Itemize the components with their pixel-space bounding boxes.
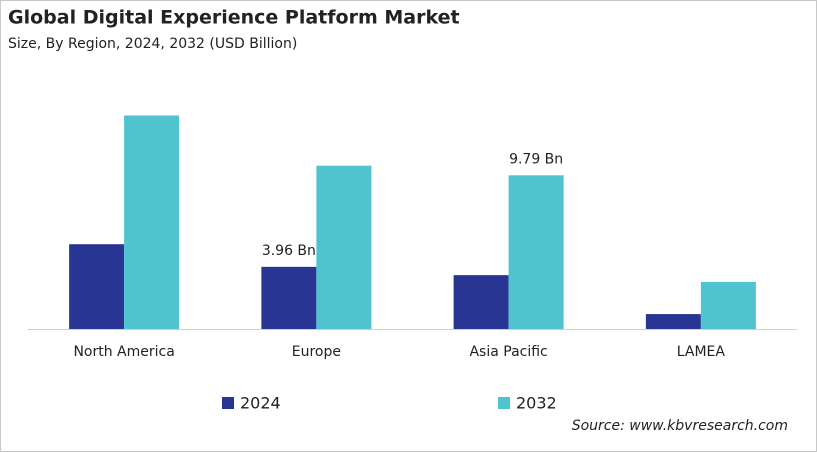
- x-tick-label: Europe: [292, 344, 341, 360]
- bar: [316, 165, 372, 329]
- legend-label: 2032: [516, 394, 557, 413]
- legend-label: 2024: [240, 394, 281, 413]
- chart-subtitle: Size, By Region, 2024, 2032 (USD Billion…: [8, 36, 297, 52]
- chart-title: Global Digital Experience Platform Marke…: [8, 7, 460, 29]
- bar: [261, 266, 317, 329]
- bar: [645, 314, 701, 329]
- legend-swatch: [498, 397, 510, 409]
- data-label: 3.96 Bn: [262, 243, 316, 259]
- data-label: 9.79 Bn: [509, 151, 563, 167]
- source-note: Source: www.kbvresearch.com: [572, 418, 788, 434]
- bar: [124, 115, 180, 329]
- legend-swatch: [222, 397, 234, 409]
- x-tick-label: North America: [73, 344, 174, 360]
- x-tick-label: LAMEA: [677, 344, 726, 360]
- bar: [69, 244, 125, 329]
- bar: [508, 175, 564, 329]
- bar: [453, 275, 509, 329]
- bar: [700, 281, 756, 329]
- x-tick-label: Asia Pacific: [469, 344, 547, 360]
